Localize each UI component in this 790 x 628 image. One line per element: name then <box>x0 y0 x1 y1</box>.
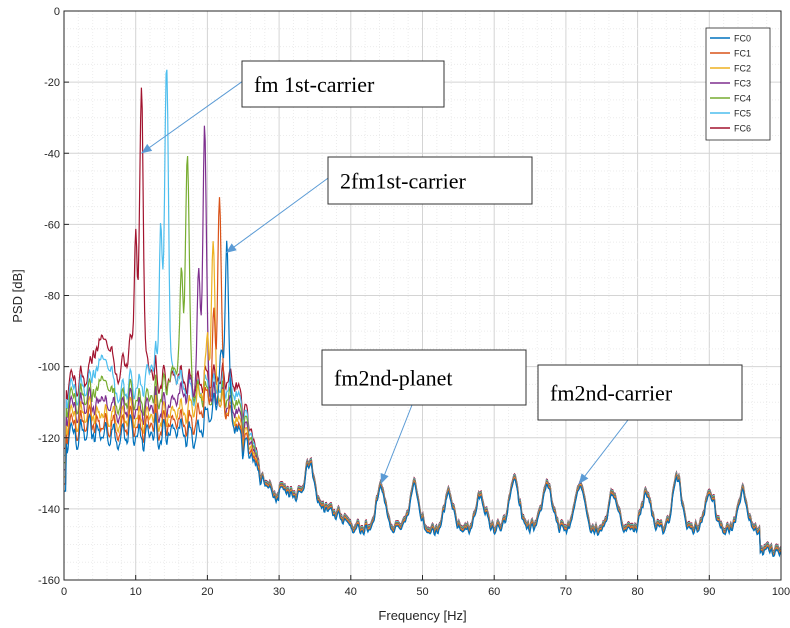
y-tick-label: -40 <box>44 148 60 160</box>
x-tick-label: 30 <box>273 586 285 598</box>
annotation-arrow <box>225 177 329 254</box>
legend-label: FC5 <box>734 109 751 119</box>
x-tick-label: 70 <box>560 586 572 598</box>
annotation-arrow <box>141 81 243 154</box>
series-lines <box>64 69 782 558</box>
annotation-arrowhead <box>141 143 153 154</box>
x-tick-label: 60 <box>488 586 500 598</box>
y-tick-label: 0 <box>54 6 60 18</box>
legend-label: FC1 <box>734 49 751 59</box>
annotations: fm 1st-carrier 2fm1st-carrier fm2nd-planet… <box>141 60 743 485</box>
y-tick-label: -140 <box>38 504 60 516</box>
legend-label: FC6 <box>734 124 751 134</box>
annotation-text: 2fm1st-carrier <box>340 169 466 194</box>
legend-label: FC2 <box>734 64 751 74</box>
x-axis-label: Frequency [Hz] <box>378 608 466 623</box>
y-tick-label: -20 <box>44 77 60 89</box>
x-tick-label: 50 <box>416 586 428 598</box>
annotation-arrowhead <box>380 472 389 484</box>
legend: FC0 FC1 FC2 FC3 FC4 FC5 FC6 <box>705 27 771 141</box>
annotation-text: fm2nd-planet <box>334 366 453 391</box>
x-tick-label: 20 <box>201 586 213 598</box>
annotation-arrow <box>380 404 413 485</box>
annotation-text: fm 1st-carrier <box>254 72 375 97</box>
legend-label: FC4 <box>734 94 751 104</box>
x-tick-label: 80 <box>631 586 643 598</box>
x-tick-label: 10 <box>130 586 142 598</box>
annotation-box <box>537 364 743 421</box>
x-tick-label: 0 <box>61 586 67 598</box>
legend-label: FC3 <box>734 79 751 89</box>
x-tick-label: 40 <box>345 586 357 598</box>
y-tick-label: -160 <box>38 575 60 587</box>
axis-ticks: 0 10 20 30 40 50 60 70 80 90 100 0 -20 -40 -60 -80 -100 -… <box>38 6 790 598</box>
annotation-arrowhead <box>578 473 589 484</box>
series-line-fc0 <box>64 240 782 558</box>
annotation-box <box>327 156 533 205</box>
legend-box <box>705 27 771 141</box>
y-tick-label: -80 <box>44 291 60 303</box>
x-tick-label: 100 <box>772 586 790 598</box>
annotation-box <box>241 60 445 108</box>
x-tick-label: 90 <box>703 586 715 598</box>
y-tick-label: -60 <box>44 219 60 231</box>
y-tick-label: -120 <box>38 433 60 445</box>
y-axis-label: PSD [dB] <box>10 269 25 322</box>
annotation-arrow <box>578 419 629 485</box>
legend-label: FC0 <box>734 34 751 44</box>
annotation-arrowhead <box>226 243 237 253</box>
annotation-text: fm2nd-carrier <box>550 381 673 406</box>
annotation-box <box>321 349 527 406</box>
y-tick-label: -100 <box>38 362 60 374</box>
